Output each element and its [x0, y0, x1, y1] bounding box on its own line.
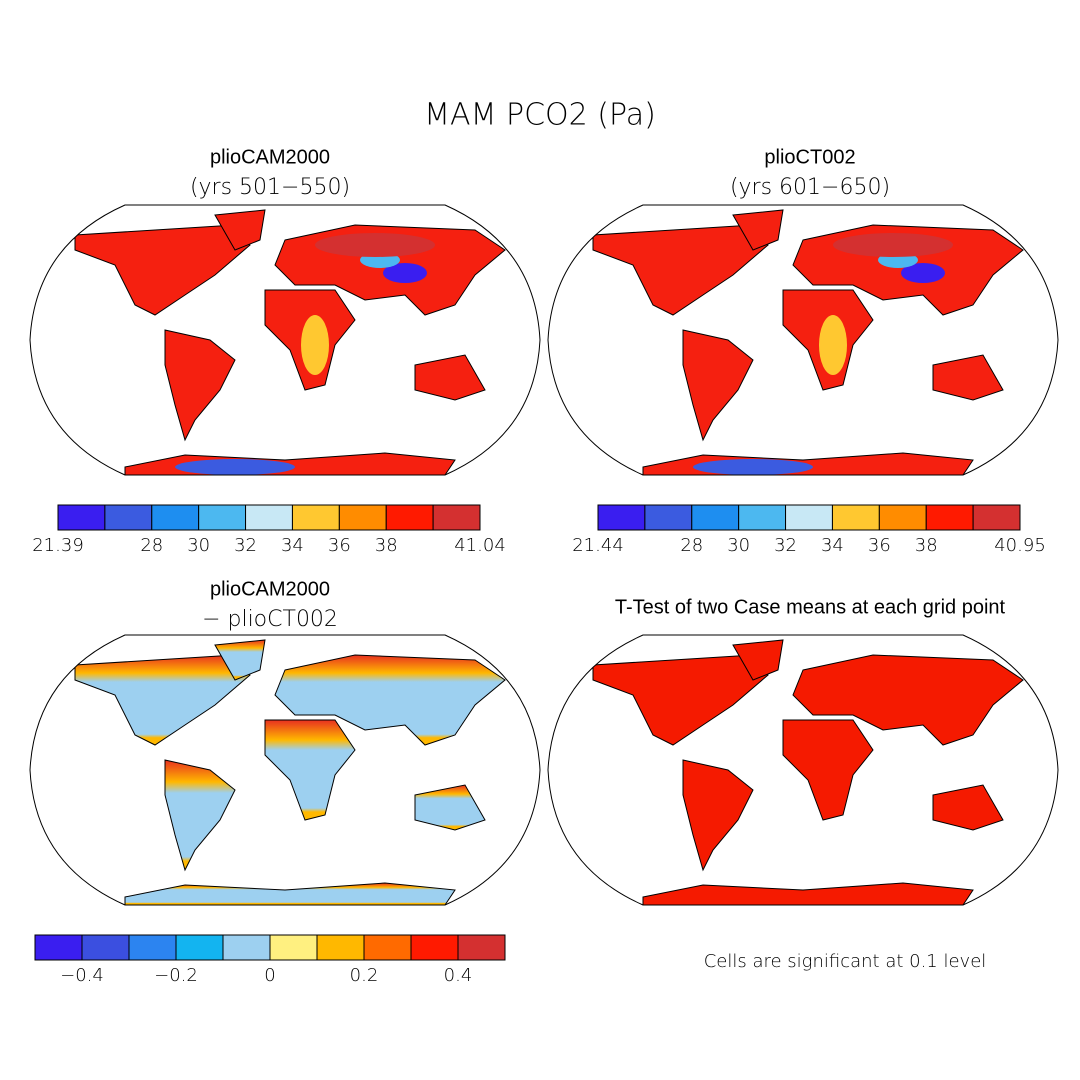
- map-outline: [547, 634, 1059, 906]
- color-box: [269, 934, 318, 961]
- map: [29, 204, 541, 476]
- colorbar-label: 30: [187, 535, 210, 556]
- color-box: [57, 504, 106, 531]
- panel-title: T-Test of two Case means at each grid po…: [615, 596, 1006, 618]
- land: [74, 639, 506, 905]
- colorbar-label: 21.44: [572, 535, 624, 556]
- colorbar-label: −0.2: [154, 965, 198, 986]
- color-box: [410, 934, 459, 961]
- colorbar-label: 28: [140, 535, 163, 556]
- map-outline: [547, 204, 1059, 476]
- panel-subtitle: (yrs 501−550): [190, 175, 350, 200]
- panel-title: plioCAM2000: [210, 146, 330, 168]
- panel-title: plioCT002: [764, 146, 855, 168]
- color-box: [972, 504, 1021, 531]
- colorbar-label: 40.95: [994, 535, 1046, 556]
- colorbar-label: 34: [821, 535, 844, 556]
- color-box: [151, 504, 200, 531]
- color-box: [925, 504, 974, 531]
- land: [592, 639, 1024, 905]
- colorbar-label: 41.04: [454, 535, 506, 556]
- color-box: [338, 504, 387, 531]
- colorbar-label: 38: [375, 535, 398, 556]
- land-patch: [901, 263, 945, 283]
- color-box: [81, 934, 130, 961]
- panel-note: Cells are significant at 0.1 level: [704, 951, 987, 972]
- land-patch: [383, 263, 427, 283]
- map: [29, 634, 541, 906]
- colorbar-label: −0.4: [60, 965, 104, 986]
- color-box: [222, 934, 271, 961]
- land: [592, 209, 1024, 475]
- land-patch: [693, 459, 813, 475]
- panel-title: plioCAM2000: [210, 578, 330, 600]
- colorbar-label: 38: [915, 535, 938, 556]
- colorbar-label: 34: [281, 535, 304, 556]
- colorbar-label: 36: [868, 535, 891, 556]
- color-box: [831, 504, 880, 531]
- map-outline: [29, 204, 541, 476]
- land-patch: [819, 315, 847, 375]
- color-box: [597, 504, 646, 531]
- land-patch: [315, 233, 435, 257]
- color-box: [175, 934, 224, 961]
- color-box: [432, 504, 481, 531]
- color-box: [738, 504, 787, 531]
- color-box: [363, 934, 412, 961]
- colorbar-label: 32: [774, 535, 797, 556]
- land-patch: [833, 233, 953, 257]
- color-box: [316, 934, 365, 961]
- colorbar-label: 28: [680, 535, 703, 556]
- panel-subtitle: (yrs 601−650): [730, 175, 890, 200]
- color-box: [644, 504, 693, 531]
- color-box: [128, 934, 177, 961]
- map-land: [592, 209, 1024, 475]
- color-box: [291, 504, 340, 531]
- colorbar-label: 30: [727, 535, 750, 556]
- color-box: [878, 504, 927, 531]
- map: [547, 204, 1059, 476]
- colorbar-label: 0.2: [350, 965, 379, 986]
- map-outline: [29, 634, 541, 906]
- map-land: [74, 209, 506, 475]
- land-patch: [175, 459, 295, 475]
- color-box: [198, 504, 247, 531]
- map: [547, 634, 1059, 906]
- color-box: [457, 934, 506, 961]
- land: [74, 209, 506, 475]
- colorbar-label: 21.39: [32, 535, 84, 556]
- map-land: [592, 639, 1024, 905]
- colorbar-label: 32: [234, 535, 257, 556]
- color-box: [245, 504, 293, 531]
- color-box: [385, 504, 434, 531]
- map-land: [74, 639, 506, 905]
- color-box: [34, 934, 83, 961]
- panel-subtitle: − plioCT002: [202, 607, 338, 632]
- land-patch: [301, 315, 329, 375]
- color-box: [104, 504, 153, 531]
- colorbar-label: 0.4: [444, 965, 473, 986]
- figure-title: MAM PCO2 (Pa): [424, 98, 656, 133]
- color-box: [785, 504, 833, 531]
- color-box: [691, 504, 740, 531]
- colorbar-label: 0: [264, 965, 275, 986]
- colorbar-label: 36: [328, 535, 351, 556]
